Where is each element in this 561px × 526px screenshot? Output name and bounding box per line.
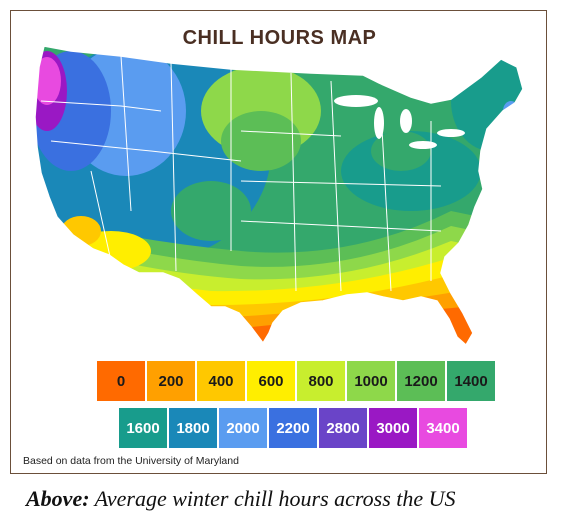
source-note: Based on data from the University of Mar…	[23, 455, 239, 467]
legend-row-2: 1600 1800 2000 2200 2800 3000 3400	[119, 408, 467, 448]
legend-swatch-200: 200	[147, 361, 195, 401]
legend-swatch-1400: 1400	[447, 361, 495, 401]
caption-text: Average winter chill hours across the US	[89, 486, 456, 511]
caption-lead: Above:	[26, 486, 90, 511]
state-borders	[40, 55, 442, 292]
map-title: CHILL HOURS MAP	[182, 27, 377, 49]
legend-swatch-1800: 1800	[169, 408, 217, 448]
figure-caption: Above: Average winter chill hours across…	[26, 486, 456, 512]
legend-swatch-2800: 2800	[319, 408, 367, 448]
legend-swatch-600: 600	[247, 361, 295, 401]
legend-swatch-400: 400	[197, 361, 245, 401]
us-chill-map	[34, 45, 524, 347]
great-lakes	[334, 95, 465, 149]
legend-swatch-0: 0	[97, 361, 145, 401]
chill-zones	[35, 46, 523, 345]
legend-swatch-2000: 2000	[219, 408, 267, 448]
us-outline	[34, 45, 524, 347]
map-frame: CHILL HOURS MAP 0 200 400 600 800 1000 1200 140…	[10, 10, 547, 474]
legend-swatch-1600: 1600	[119, 408, 167, 448]
legend-swatch-800: 800	[297, 361, 345, 401]
legend-swatch-1200: 1200	[397, 361, 445, 401]
legend-row-1: 0 200 400 600 800 1000 1200 1400	[97, 361, 495, 401]
legend-swatch-2200: 2200	[269, 408, 317, 448]
legend-swatch-3000: 3000	[369, 408, 417, 448]
legend-swatch-3400: 3400	[419, 408, 467, 448]
legend-swatch-1000: 1000	[347, 361, 395, 401]
